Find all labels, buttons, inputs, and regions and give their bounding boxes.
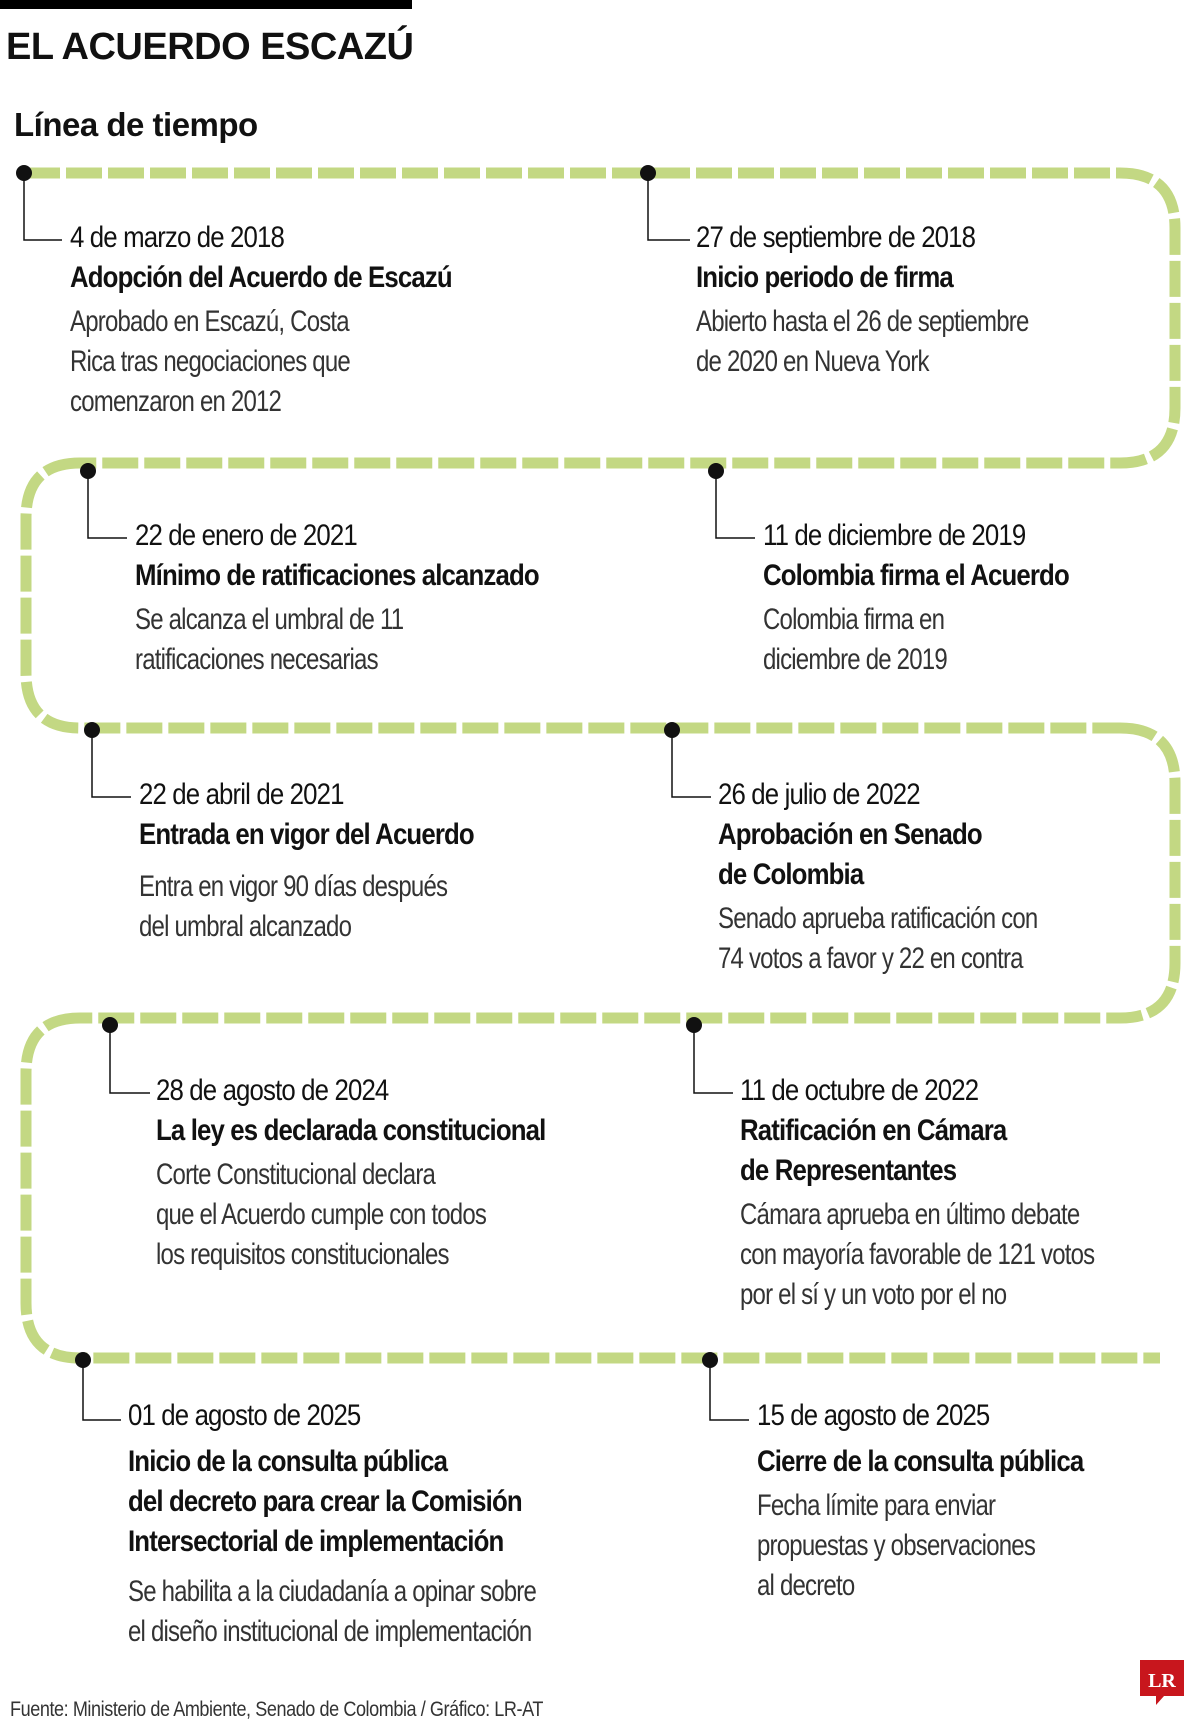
timeline-event: 01 de agosto de 2025 Inicio de la consul… xyxy=(128,1396,638,1652)
event-description: Se habilita a la ciudadanía a opinar sob… xyxy=(128,1575,537,1648)
lr-logo-icon: LR xyxy=(1140,1660,1184,1705)
event-description: Entra en vigor 90 días después del umbra… xyxy=(139,870,448,943)
event-date: 11 de octubre de 2022 xyxy=(740,1074,979,1107)
event-title: Cierre de la consulta pública xyxy=(757,1445,1084,1478)
event-title: Ratificación en Cámara de Representantes xyxy=(740,1114,1007,1187)
timeline-event: 28 de agosto de 2024 La ley es declarada… xyxy=(156,1071,609,1275)
timeline-event: 11 de diciembre de 2019 Colombia firma e… xyxy=(763,516,1119,680)
event-description: Senado aprueba ratificación con 74 votos… xyxy=(718,902,1038,975)
event-title: La ley es declarada constitucional xyxy=(156,1114,546,1147)
event-title: Colombia firma el Acuerdo xyxy=(763,559,1070,592)
event-title: Adopción del Acuerdo de Escazú xyxy=(70,261,453,294)
svg-text:LR: LR xyxy=(1148,1670,1176,1692)
source-credit: Fuente: Ministerio de Ambiente, Senado d… xyxy=(10,1698,544,1721)
event-title: Mínimo de ratificaciones alcanzado xyxy=(135,559,540,592)
page-title: EL ACUERDO ESCAZÚ xyxy=(6,26,414,68)
timeline-event: 4 de marzo de 2018 Adopción del Acuerdo … xyxy=(70,218,514,422)
event-date: 27 de septiembre de 2018 xyxy=(696,221,976,254)
event-date: 26 de julio de 2022 xyxy=(718,778,921,811)
event-description: Corte Constitucional declara que el Acue… xyxy=(156,1158,487,1271)
event-description: Colombia firma en diciembre de 2019 xyxy=(763,603,948,676)
top-rule xyxy=(0,0,412,9)
event-date: 22 de enero de 2021 xyxy=(135,519,358,552)
event-date: 28 de agosto de 2024 xyxy=(156,1074,389,1107)
event-date: 22 de abril de 2021 xyxy=(139,778,344,811)
event-date: 11 de diciembre de 2019 xyxy=(763,519,1026,552)
timeline-event: 11 de octubre de 2022 Ratificación en Cá… xyxy=(740,1071,1183,1315)
timeline-event: 26 de julio de 2022 Aprobación en Senado… xyxy=(718,775,1117,979)
timeline-event: 27 de septiembre de 2018 Inicio periodo … xyxy=(696,218,1112,382)
event-description: Cámara aprueba en último debate con mayo… xyxy=(740,1198,1095,1311)
page-subtitle: Línea de tiempo xyxy=(14,106,258,143)
event-description: Aprobado en Escazú, Costa Rica tras nego… xyxy=(70,305,351,418)
timeline-event: 22 de enero de 2021 Mínimo de ratificaci… xyxy=(135,516,604,680)
event-description: Se alcanza el umbral de 11 ratificacione… xyxy=(135,603,404,676)
event-title: Inicio de la consulta pública del decret… xyxy=(128,1445,523,1558)
event-date: 4 de marzo de 2018 xyxy=(70,221,285,254)
event-title: Inicio periodo de firma xyxy=(696,261,954,294)
event-description: Abierto hasta el 26 de septiembre de 202… xyxy=(696,305,1029,378)
event-description: Fecha límite para enviar propuestas y ob… xyxy=(757,1489,1036,1602)
timeline-event: 22 de abril de 2021 Entrada en vigor del… xyxy=(139,775,528,947)
event-title: Entrada en vigor del Acuerdo xyxy=(139,818,475,851)
event-date: 01 de agosto de 2025 xyxy=(128,1399,361,1432)
timeline-event: 15 de agosto de 2025 Cierre de la consul… xyxy=(757,1396,1136,1606)
event-date: 15 de agosto de 2025 xyxy=(757,1399,990,1432)
event-title: Aprobación en Senado de Colombia xyxy=(718,818,983,891)
